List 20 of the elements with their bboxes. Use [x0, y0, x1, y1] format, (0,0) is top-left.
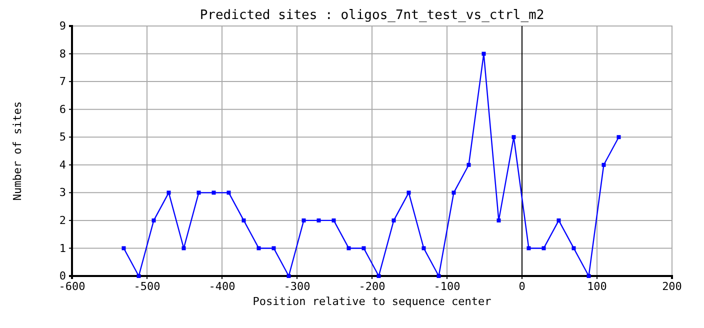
y-axis-title: Number of sites: [11, 101, 24, 201]
x-tick-label: 0: [518, 280, 526, 293]
x-tick-label: -200: [358, 280, 386, 293]
x-tick-label: -500: [134, 280, 160, 293]
y-tick-label: 2: [59, 214, 66, 227]
y-tick-label: 9: [59, 20, 66, 33]
y-tick-label: 7: [59, 75, 66, 88]
y-tick-label: 8: [59, 47, 66, 60]
x-tick-label: -100: [434, 280, 460, 293]
y-tick-label: 5: [59, 130, 66, 144]
x-tick-label: -400: [208, 280, 236, 293]
x-axis-title: Position relative to sequence center: [252, 295, 492, 308]
y-tick-label: 4: [59, 158, 66, 172]
x-tick-label: -300: [284, 280, 310, 293]
y-tick-label: 3: [59, 186, 66, 200]
x-tick-label: 100: [587, 280, 607, 293]
x-tick-label: 200: [662, 280, 682, 293]
chart-title: Predicted sites : oligos_7nt_test_vs_ctrl_m2: [200, 8, 544, 23]
y-tick-label: 6: [59, 102, 66, 116]
y-tick-label: 1: [59, 242, 66, 255]
